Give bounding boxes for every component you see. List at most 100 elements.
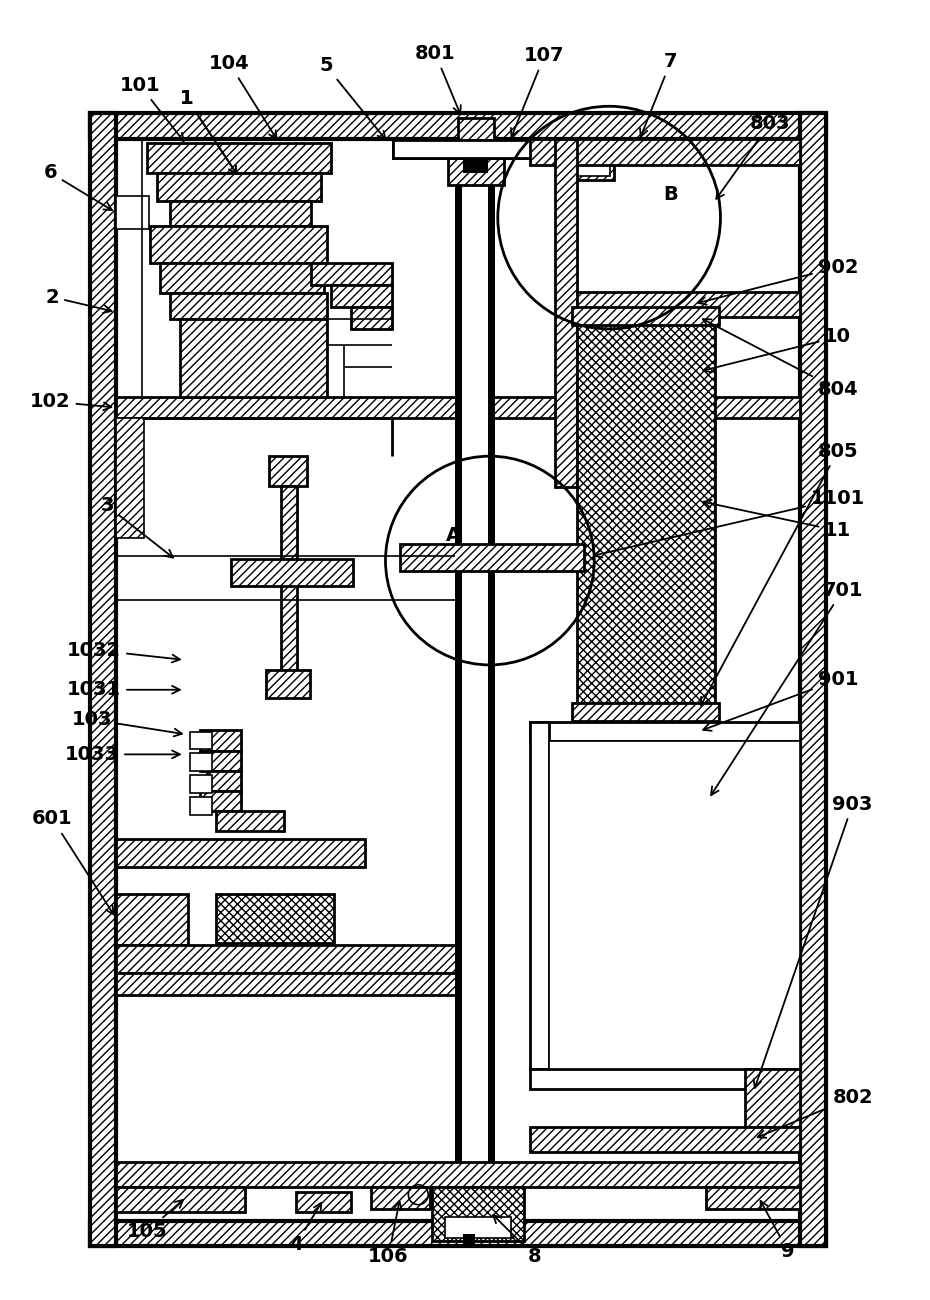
Text: 1032: 1032 bbox=[67, 641, 179, 663]
Text: 903: 903 bbox=[753, 794, 873, 1088]
Bar bbox=[266, 670, 310, 698]
Bar bbox=[116, 419, 144, 538]
Bar bbox=[179, 318, 326, 396]
Bar bbox=[351, 307, 392, 329]
Bar bbox=[529, 139, 800, 165]
Text: 801: 801 bbox=[415, 44, 460, 114]
Bar bbox=[578, 292, 800, 317]
Bar bbox=[116, 1187, 246, 1212]
Text: 6: 6 bbox=[44, 164, 112, 211]
Text: 106: 106 bbox=[368, 1201, 409, 1266]
Bar bbox=[555, 139, 578, 488]
Bar bbox=[495, 543, 582, 562]
Bar bbox=[529, 1127, 800, 1152]
Bar bbox=[217, 893, 334, 944]
Bar bbox=[706, 1187, 800, 1209]
Text: 804: 804 bbox=[703, 320, 858, 399]
Bar bbox=[529, 722, 550, 1070]
Text: 10: 10 bbox=[703, 328, 851, 372]
Bar bbox=[393, 140, 565, 159]
Text: 1033: 1033 bbox=[65, 745, 179, 764]
Text: 701: 701 bbox=[711, 581, 863, 796]
Bar bbox=[462, 139, 488, 1162]
Text: 103: 103 bbox=[72, 710, 182, 736]
Bar bbox=[529, 1070, 800, 1089]
Bar bbox=[565, 144, 610, 176]
Bar bbox=[170, 200, 311, 226]
Bar bbox=[116, 893, 188, 945]
Bar bbox=[200, 751, 242, 771]
Bar bbox=[445, 1217, 511, 1239]
Bar bbox=[232, 559, 352, 586]
Text: 4: 4 bbox=[289, 1202, 322, 1254]
Bar bbox=[572, 307, 720, 325]
Bar bbox=[190, 732, 211, 749]
Text: A: A bbox=[445, 526, 460, 545]
Text: 9: 9 bbox=[761, 1201, 795, 1261]
Bar bbox=[190, 775, 211, 793]
Text: 3: 3 bbox=[100, 497, 173, 558]
Text: 11: 11 bbox=[703, 499, 851, 541]
Text: 802: 802 bbox=[758, 1088, 873, 1138]
Bar bbox=[170, 292, 326, 318]
Bar bbox=[448, 143, 504, 185]
Bar bbox=[116, 196, 149, 229]
Bar bbox=[331, 285, 392, 307]
Bar bbox=[150, 226, 326, 264]
Bar bbox=[745, 1070, 800, 1127]
Text: 101: 101 bbox=[120, 75, 184, 142]
Bar bbox=[157, 173, 321, 200]
Text: 8: 8 bbox=[493, 1216, 541, 1266]
Bar bbox=[190, 797, 211, 815]
Text: 104: 104 bbox=[209, 55, 276, 139]
Bar bbox=[578, 317, 714, 703]
Bar bbox=[550, 741, 800, 1070]
Text: 102: 102 bbox=[30, 393, 112, 411]
Bar bbox=[281, 486, 297, 670]
Bar bbox=[488, 546, 578, 559]
Bar bbox=[463, 159, 488, 173]
Text: 601: 601 bbox=[33, 810, 113, 914]
Bar bbox=[572, 703, 720, 720]
Bar bbox=[393, 140, 565, 159]
Text: 901: 901 bbox=[703, 671, 858, 731]
Bar bbox=[90, 1221, 826, 1247]
Text: 2: 2 bbox=[46, 287, 112, 313]
Bar bbox=[800, 113, 826, 1247]
Bar bbox=[90, 113, 826, 139]
Text: 105: 105 bbox=[126, 1200, 183, 1242]
Bar bbox=[401, 543, 584, 572]
Text: 1: 1 bbox=[179, 88, 237, 174]
Bar bbox=[116, 838, 365, 867]
Text: 5: 5 bbox=[319, 56, 385, 139]
Bar bbox=[463, 1235, 475, 1247]
Bar bbox=[90, 113, 116, 1247]
Text: 1031: 1031 bbox=[67, 680, 179, 699]
Bar bbox=[217, 811, 284, 831]
Bar bbox=[529, 722, 800, 741]
Bar bbox=[147, 143, 331, 173]
Bar bbox=[200, 729, 242, 751]
Bar bbox=[432, 1187, 524, 1242]
Bar bbox=[488, 139, 495, 1162]
Bar bbox=[458, 118, 494, 143]
Text: 7: 7 bbox=[640, 52, 678, 136]
Bar bbox=[116, 1162, 800, 1187]
Text: 107: 107 bbox=[511, 46, 565, 136]
Bar bbox=[116, 396, 800, 419]
Bar bbox=[200, 792, 242, 811]
Text: 1101: 1101 bbox=[594, 489, 865, 558]
Bar bbox=[206, 771, 242, 792]
Bar bbox=[560, 140, 614, 179]
Text: B: B bbox=[663, 185, 678, 204]
Bar bbox=[455, 139, 462, 1162]
Bar bbox=[370, 1187, 431, 1209]
Text: 1: 1 bbox=[179, 88, 237, 174]
Bar bbox=[160, 264, 324, 292]
Bar bbox=[116, 945, 464, 974]
Bar bbox=[269, 456, 307, 486]
Text: 803: 803 bbox=[716, 113, 790, 199]
Bar bbox=[296, 1192, 351, 1212]
Text: 902: 902 bbox=[698, 257, 858, 304]
Bar bbox=[116, 974, 464, 995]
